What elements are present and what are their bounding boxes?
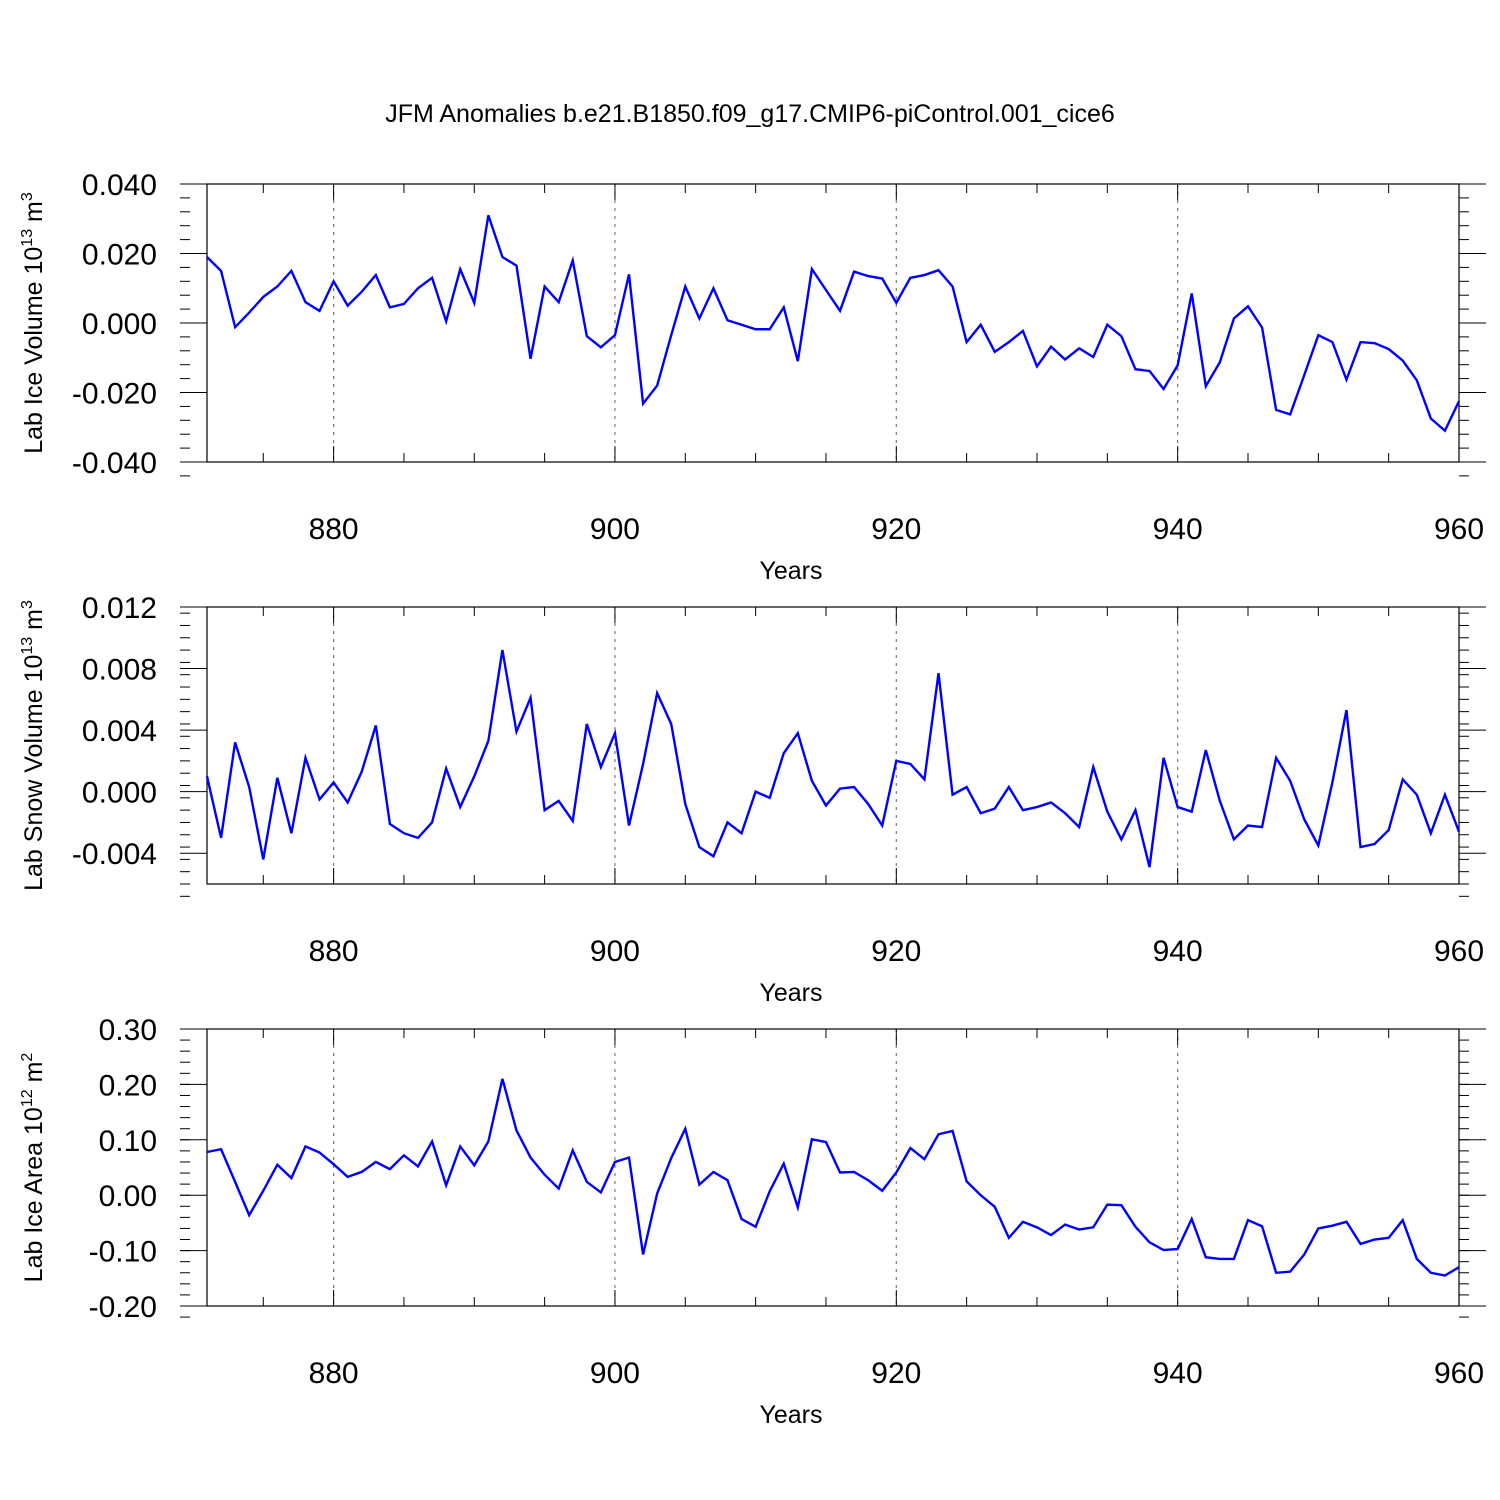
y-tick-label: 0.008 [82,654,157,687]
y-axis-label: Lab Snow Volume 1013 m3 [19,600,48,891]
plot-frame [206,183,1460,463]
x-axis-label: Years [759,557,822,585]
y-tick-label: 0.040 [82,169,157,202]
x-tick-label: 900 [590,935,640,968]
chart-panel-2: 880 900 920 940 960 -0.004 0.000 0.004 0.008 0.01… [19,592,1486,1007]
x-tick-label: 960 [1434,935,1484,968]
x-tick-label: 880 [309,513,359,546]
x-tick-label: 940 [1153,935,1203,968]
x-tick-label: 940 [1153,513,1203,546]
y-axis-label: Lab Ice Volume 1013 m3 [19,192,48,454]
plot-frame [206,606,1460,885]
y-axis-label: Lab Ice Area 1012 m2 [19,1053,48,1283]
figure-title: JFM Anomalies b.e21.B1850.f09_g17.CMIP6-… [385,100,1115,128]
chart-panel-3: 880 900 920 940 960 -0.20 -0.10 0.00 0.10 0.20 0.3… [19,1014,1486,1429]
x-tick-label: 940 [1153,1357,1203,1390]
y-tick-label: 0.012 [82,592,157,625]
data-line-lab-ice-volume [206,214,1461,433]
plot-frame [206,1028,1460,1307]
x-tick-label: 960 [1434,1357,1484,1390]
y-tick-label: -0.20 [89,1291,157,1324]
x-tick-label: 880 [309,935,359,968]
x-tick-label: 920 [871,935,921,968]
x-tick-label: 960 [1434,513,1484,546]
x-tick-label: 880 [309,1357,359,1390]
data-line-lab-snow-volume [205,649,1461,868]
x-tick-label: 900 [590,1357,640,1390]
chart-panel-1: 880 900 920 940 960 -0.040 -0.020 0.000 0.020 0.0… [19,169,1486,585]
y-tick-label: -0.020 [72,378,157,411]
y-tick-label: 0.000 [82,308,157,341]
x-tick-label: 920 [871,513,921,546]
y-tick-label: -0.10 [89,1236,157,1269]
y-tick-label: 0.10 [99,1125,157,1158]
y-tick-label: 0.30 [99,1014,157,1047]
x-axis-label: Years [759,1401,822,1429]
y-tick-label: 0.000 [82,777,157,810]
y-tick-label: 0.020 [82,239,157,272]
x-tick-label: 920 [871,1357,921,1390]
y-tick-label: 0.20 [99,1069,157,1102]
y-tick-label: -0.004 [72,838,157,871]
x-axis-label: Years [759,979,822,1007]
data-line-lab-ice-area [206,1078,1460,1277]
y-tick-label: -0.040 [72,447,157,480]
y-tick-label: 0.004 [82,715,157,748]
y-tick-label: 0.00 [99,1180,157,1213]
x-tick-label: 900 [590,513,640,546]
